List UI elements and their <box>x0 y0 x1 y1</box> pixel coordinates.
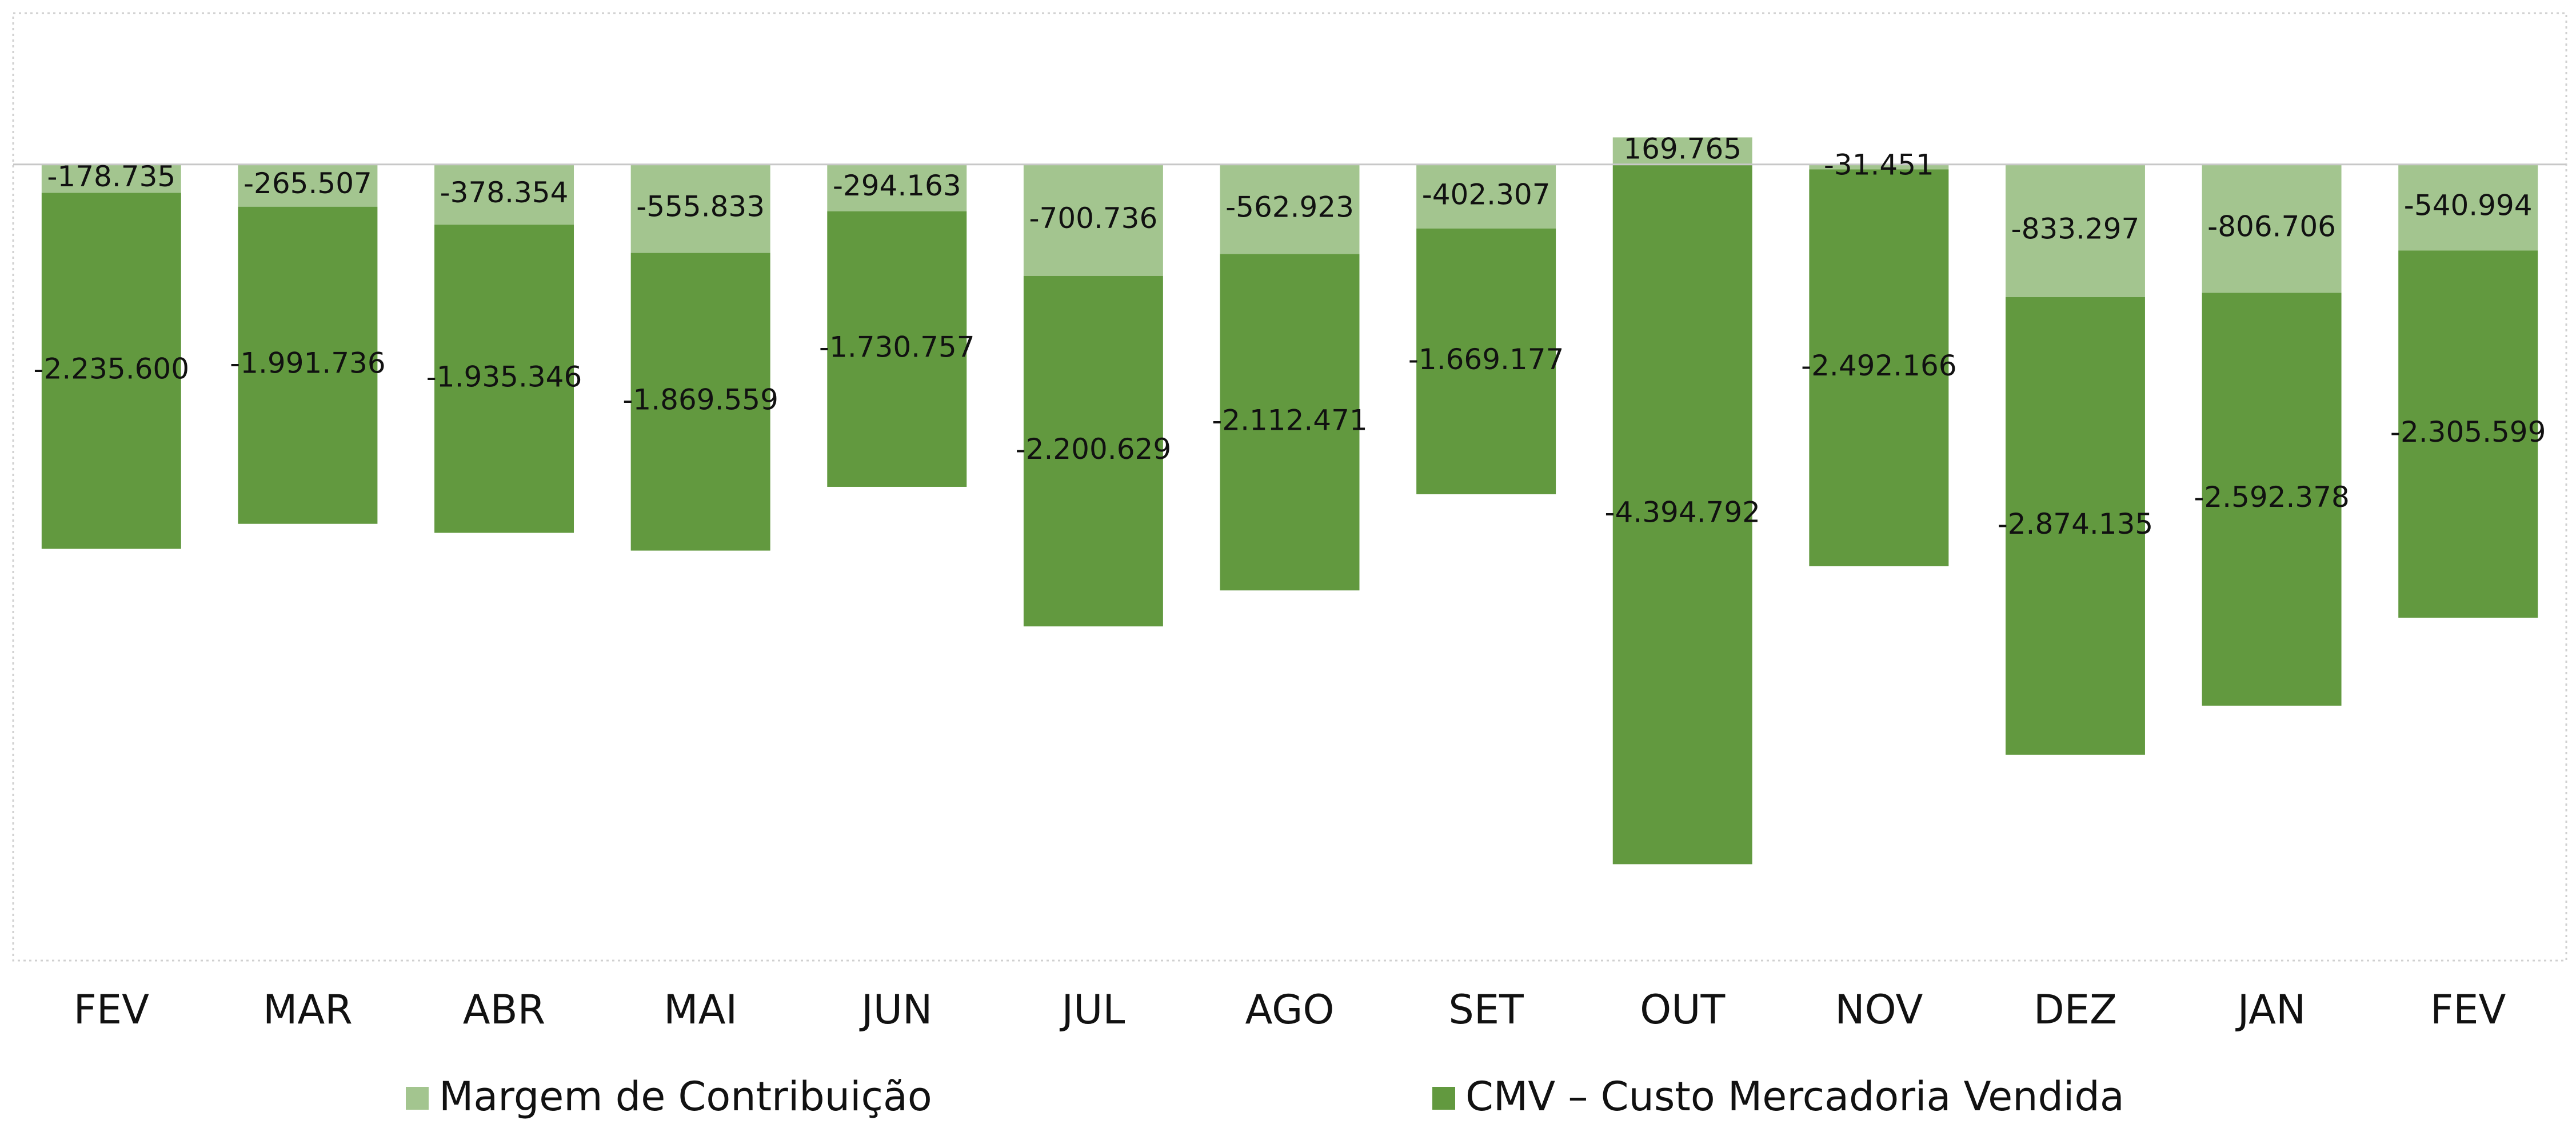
data-label: -1.935.346 <box>426 360 582 393</box>
data-label: -294.163 <box>833 169 961 202</box>
bar-segment <box>1220 254 1360 591</box>
data-label: -555.833 <box>636 190 765 223</box>
data-label: -700.736 <box>1029 202 1157 235</box>
x-tick-label: MAR <box>263 986 353 1033</box>
x-tick-label: FEV <box>74 986 149 1033</box>
x-tick-label: NOV <box>1835 986 1923 1033</box>
bar-segment <box>2005 164 2145 297</box>
data-label: -2.235.600 <box>34 353 190 386</box>
bar-segment <box>1416 164 1556 229</box>
data-label: 169.765 <box>1623 133 1742 166</box>
data-label: -2.592.378 <box>2194 481 2350 514</box>
x-tick-label: JUN <box>859 986 932 1033</box>
bar-segment <box>630 164 770 253</box>
data-label: -178.735 <box>47 160 175 193</box>
bar-segment <box>827 164 967 211</box>
bar-segment <box>630 253 770 551</box>
data-label: -2.492.166 <box>1801 349 1957 382</box>
data-label: -1.991.736 <box>230 347 386 380</box>
data-label: -31.451 <box>1824 149 1934 182</box>
bar-segment <box>827 211 967 487</box>
data-label: -540.994 <box>2404 189 2533 222</box>
bar-segment <box>2398 250 2538 618</box>
data-label: -402.307 <box>1422 178 1551 211</box>
x-tick-label: MAI <box>664 986 737 1033</box>
bar-segment <box>434 225 574 533</box>
data-label: -265.507 <box>243 167 372 200</box>
bar-segment <box>2005 297 2145 755</box>
bar-segment <box>238 206 378 524</box>
bar-segment <box>1809 169 1949 566</box>
data-label: -1.730.757 <box>819 330 975 363</box>
x-tick-label: ABR <box>463 986 546 1033</box>
x-tick-label: OUT <box>1640 986 1725 1033</box>
data-label: -833.297 <box>2011 212 2140 245</box>
bar-segment <box>1220 164 1360 254</box>
x-tick-label: SET <box>1448 986 1524 1033</box>
data-label: -562.923 <box>1225 191 1354 224</box>
data-label: -1.669.177 <box>1408 343 1564 376</box>
bar-segment <box>2202 164 2342 293</box>
data-label: -1.869.559 <box>622 383 778 417</box>
bar-segment <box>238 164 378 207</box>
legend-label: CMV – Custo Mercadoria Vendida <box>1465 1073 2124 1120</box>
data-label: -2.112.471 <box>1212 403 1368 437</box>
bar-segment <box>1612 137 1752 165</box>
bar-segment <box>2202 293 2342 706</box>
legend-label: Margem de Contribuição <box>439 1073 932 1120</box>
legend-swatch <box>1432 1087 1455 1110</box>
x-tick-label: AGO <box>1245 986 1335 1033</box>
x-tick-label: DEZ <box>2034 986 2117 1033</box>
plot-border <box>12 12 2567 962</box>
bar-segment <box>1809 164 1949 170</box>
bar-segment <box>1612 164 1752 865</box>
bar-segment <box>1416 228 1556 494</box>
x-tick-label: FEV <box>2430 986 2506 1033</box>
bar-segment <box>41 193 181 549</box>
data-label: -378.354 <box>440 176 569 209</box>
data-label: -2.200.629 <box>1016 433 1172 466</box>
data-label: -806.706 <box>2207 210 2336 243</box>
x-tick-label: JAN <box>2235 986 2306 1033</box>
x-tick-label: JUL <box>1059 986 1125 1033</box>
data-label: -2.874.135 <box>1998 507 2154 541</box>
bar-segment <box>1023 164 1163 276</box>
bar-segment <box>434 164 574 225</box>
bar-segment <box>1023 275 1163 627</box>
data-label: -4.394.792 <box>1604 496 1760 529</box>
legend-swatch <box>406 1087 429 1110</box>
bar-segment <box>2398 164 2538 251</box>
bar-segment <box>41 164 181 193</box>
data-label: -2.305.599 <box>2390 415 2546 449</box>
